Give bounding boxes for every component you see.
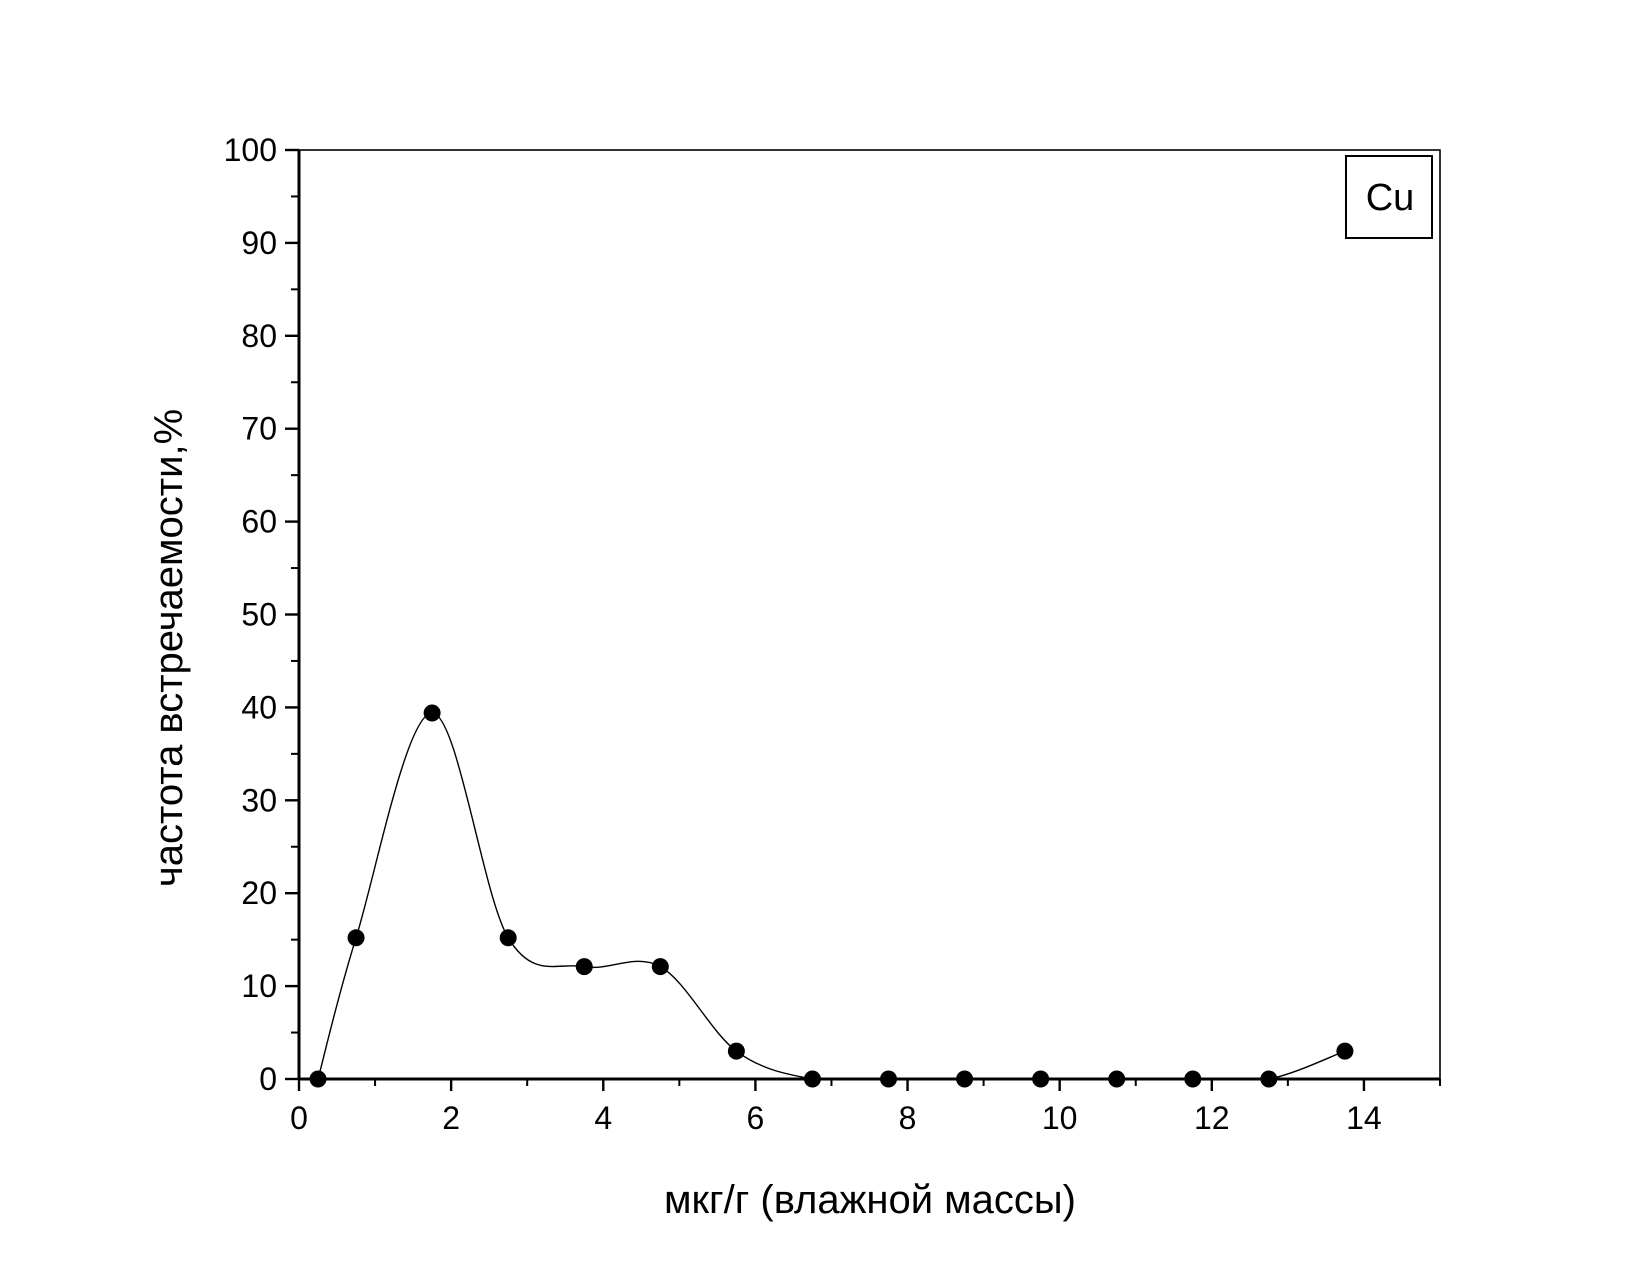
y-tick-label: 60 bbox=[241, 504, 277, 540]
x-tick-label: 4 bbox=[594, 1100, 612, 1136]
x-tick-label: 12 bbox=[1194, 1100, 1230, 1136]
legend-label: Cu bbox=[1366, 177, 1415, 219]
data-point bbox=[1108, 1070, 1126, 1088]
plot-frame bbox=[297, 149, 1441, 1081]
y-tick-label: 70 bbox=[241, 411, 277, 447]
data-point bbox=[651, 958, 669, 976]
y-tick-label: 20 bbox=[241, 875, 277, 911]
plot-border bbox=[298, 149, 1441, 1080]
x-tick-label: 8 bbox=[899, 1100, 917, 1136]
data-point bbox=[309, 1070, 327, 1088]
x-tick-label: 6 bbox=[747, 1100, 765, 1136]
y-tick-label: 80 bbox=[241, 318, 277, 354]
x-axis-title: мкг/г (влажной массы) bbox=[664, 1178, 1076, 1222]
data-point bbox=[423, 704, 441, 722]
y-tick-label: 10 bbox=[241, 968, 277, 1004]
x-axis: 0 2 4 6 8 10 12 14 bbox=[290, 1079, 1441, 1136]
y-tick-label: 50 bbox=[241, 597, 277, 633]
data-point bbox=[347, 929, 365, 947]
x-tick-label: 14 bbox=[1346, 1100, 1382, 1136]
data-point bbox=[1032, 1070, 1050, 1088]
data-point bbox=[499, 929, 517, 947]
series-curve bbox=[317, 712, 1346, 1080]
y-tick-label: 90 bbox=[241, 225, 277, 261]
data-point bbox=[956, 1070, 974, 1088]
y-axis-title: частота встречаемости,% bbox=[147, 409, 191, 887]
data-point bbox=[803, 1070, 821, 1088]
smooth-curve bbox=[317, 712, 1346, 1080]
data-point bbox=[1260, 1070, 1278, 1088]
data-points bbox=[309, 704, 1354, 1088]
data-point bbox=[727, 1042, 745, 1060]
y-tick-label: 30 bbox=[241, 782, 277, 818]
y-axis: 0 10 20 30 40 50 60 70 80 90 100 bbox=[224, 132, 299, 1097]
legend-box bbox=[1345, 155, 1433, 239]
x-tick-label: 10 bbox=[1042, 1100, 1078, 1136]
data-point bbox=[880, 1070, 898, 1088]
data-point bbox=[1336, 1042, 1354, 1060]
y-tick-label: 0 bbox=[259, 1061, 277, 1097]
data-point bbox=[575, 958, 593, 976]
x-tick-label: 0 bbox=[290, 1100, 308, 1136]
data-point bbox=[1184, 1070, 1202, 1088]
y-tick-label: 40 bbox=[241, 689, 277, 725]
x-tick-label: 2 bbox=[442, 1100, 460, 1136]
y-tick-label: 100 bbox=[224, 132, 277, 168]
legend: Cu bbox=[1345, 155, 1433, 239]
